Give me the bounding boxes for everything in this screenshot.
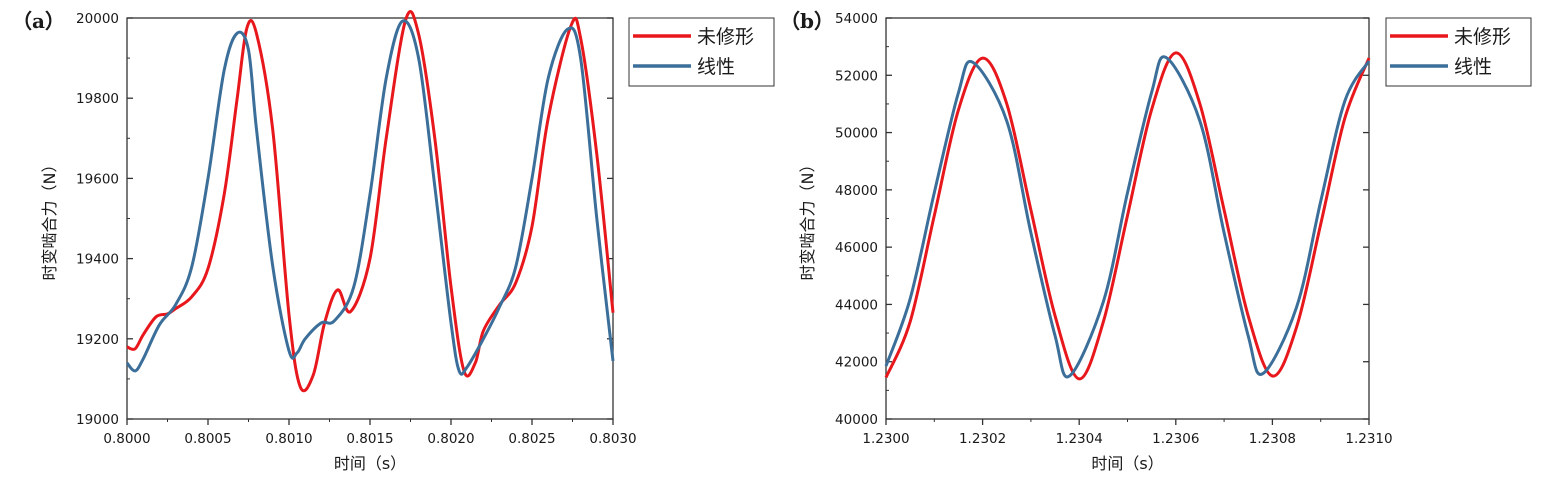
x-tick-label: 1.2310 <box>1345 431 1392 447</box>
series-line-unmodified <box>126 10 615 393</box>
y-tick-label: 52000 <box>835 68 878 84</box>
x-tick-label: 1.2302 <box>959 431 1006 447</box>
panel-label: （b） <box>780 9 834 33</box>
x-tick-label: 1.2304 <box>1056 431 1103 447</box>
x-tick-label: 1.2308 <box>1249 431 1296 447</box>
y-tick-label: 20000 <box>76 11 119 27</box>
y-tick-label: 46000 <box>835 240 878 256</box>
x-tick-label: 1.2300 <box>862 431 909 447</box>
y-tick-label: 19200 <box>76 332 119 348</box>
x-tick-label: 0.8000 <box>103 431 150 447</box>
y-tick-label: 19400 <box>76 252 119 268</box>
y-tick-label: 44000 <box>835 297 878 313</box>
y-tick-label: 19800 <box>76 91 119 107</box>
legend-label: 线性 <box>697 56 735 78</box>
series-line-linear <box>125 19 615 376</box>
panel-label: （a） <box>12 9 65 33</box>
y-tick-label: 19000 <box>76 412 119 428</box>
legend-box <box>1385 17 1532 87</box>
x-tick-label: 0.8030 <box>589 431 636 447</box>
y-tick-label: 48000 <box>835 183 878 199</box>
y-tick-label: 54000 <box>835 11 878 27</box>
legend-box <box>628 17 775 87</box>
series-line-linear <box>884 55 1371 379</box>
x-tick-label: 0.8020 <box>427 431 474 447</box>
x-tick-label: 0.8010 <box>265 431 312 447</box>
series-line-unmodified <box>884 51 1371 381</box>
x-tick-label: 0.8005 <box>184 431 231 447</box>
chart-panel-a: 19000 19200 19400 19600 19800 20000 0.8000 0.80… <box>12 9 775 473</box>
legend-label: 未修形 <box>1454 26 1511 48</box>
y-tick-label: 42000 <box>835 355 878 371</box>
x-tick-label: 1.2306 <box>1152 431 1199 447</box>
y-tick-label: 19600 <box>76 171 119 187</box>
y-axis-label: 时变啮合力（N） <box>798 157 817 281</box>
x-axis-label: 时间（s） <box>1091 454 1163 473</box>
legend-label: 未修形 <box>697 26 754 48</box>
x-tick-label: 0.8015 <box>346 431 393 447</box>
y-tick-label: 40000 <box>835 412 878 428</box>
chart-panel-b: 40000 42000 44000 46000 48000 50000 52000 54000… <box>780 9 1532 473</box>
legend-label: 线性 <box>1454 56 1492 78</box>
y-tick-label: 50000 <box>835 126 878 142</box>
y-axis-label: 时变啮合力（N） <box>40 157 59 281</box>
x-axis-label: 时间（s） <box>334 454 406 473</box>
x-tick-label: 0.8025 <box>508 431 555 447</box>
